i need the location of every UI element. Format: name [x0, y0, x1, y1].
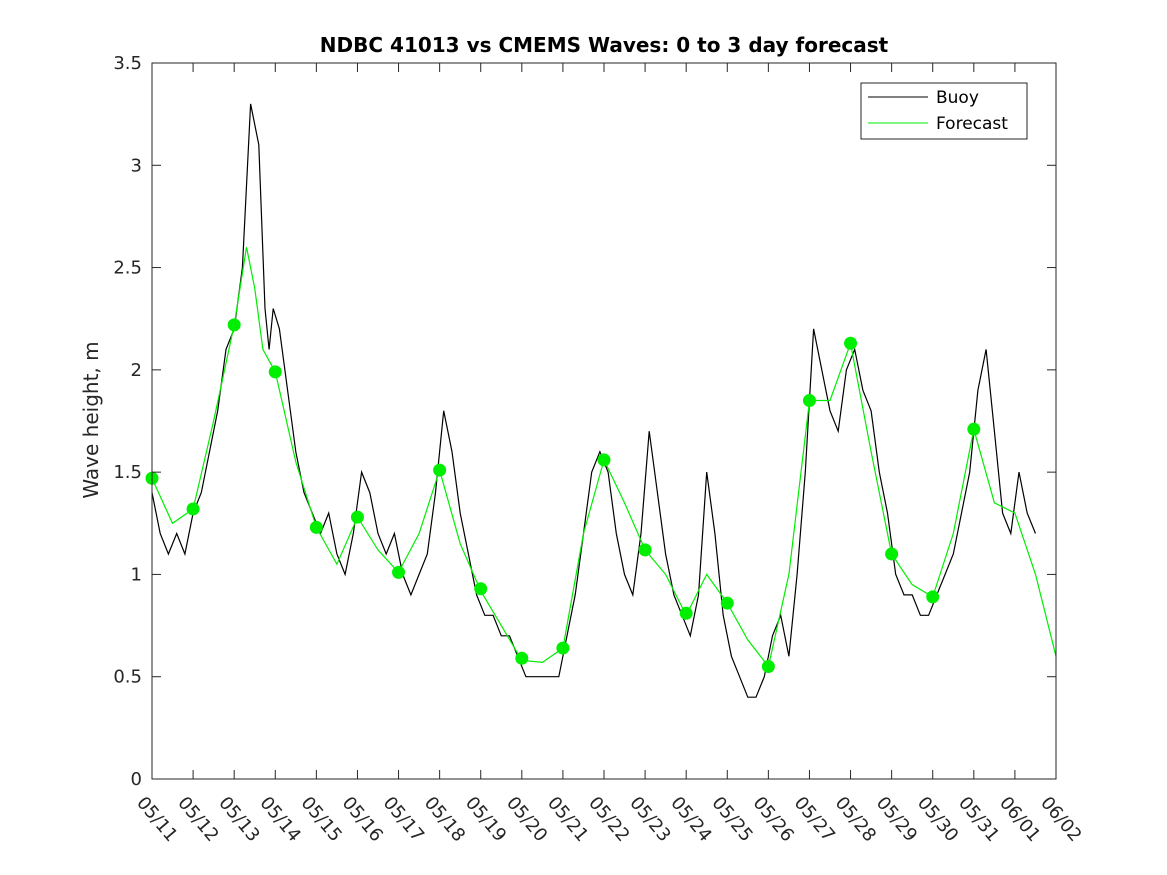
- y-tick-label: 1: [131, 564, 142, 585]
- forecast-marker: [597, 453, 611, 467]
- forecast-marker: [926, 590, 940, 604]
- series-line-forecast: [151, 246, 1057, 668]
- y-axis-label: Wave height, m: [79, 341, 103, 498]
- chart-title: NDBC 41013 vs CMEMS Waves: 0 to 3 day fo…: [320, 33, 889, 57]
- y-tick-label: 0.5: [113, 667, 142, 688]
- forecast-marker: [392, 565, 406, 579]
- legend-box: [860, 82, 1028, 140]
- forecast-marker: [474, 582, 488, 596]
- y-tick-label: 2: [131, 360, 142, 381]
- y-tick-label: 3: [131, 155, 142, 176]
- forecast-marker: [309, 520, 323, 534]
- y-tick-label: 0: [131, 769, 142, 790]
- forecast-marker: [720, 596, 734, 610]
- legend-buoy-label: Buoy: [936, 88, 979, 108]
- forecast-marker: [844, 336, 858, 350]
- forecast-marker: [638, 543, 652, 557]
- forecast-marker: [227, 318, 241, 332]
- forecast-marker: [679, 606, 693, 620]
- legend-forecast-label: Forecast: [936, 114, 1008, 134]
- y-tick-label: 3.5: [113, 53, 142, 74]
- legend: Buoy Forecast: [860, 82, 1028, 140]
- forecast-marker: [268, 365, 282, 379]
- y-tick-label: 2.5: [113, 258, 142, 279]
- forecast-marker: [515, 651, 529, 665]
- forecast-marker: [885, 547, 899, 561]
- forecast-marker: [556, 641, 570, 655]
- forecast-marker: [186, 502, 200, 516]
- forecast-marker: [802, 394, 816, 408]
- series-line-buoy: [151, 103, 1037, 698]
- y-tick-label: 1.5: [113, 462, 142, 483]
- forecast-marker: [433, 463, 447, 477]
- forecast-marker: [761, 659, 775, 673]
- forecast-marker: [967, 422, 981, 436]
- forecast-marker: [350, 510, 364, 524]
